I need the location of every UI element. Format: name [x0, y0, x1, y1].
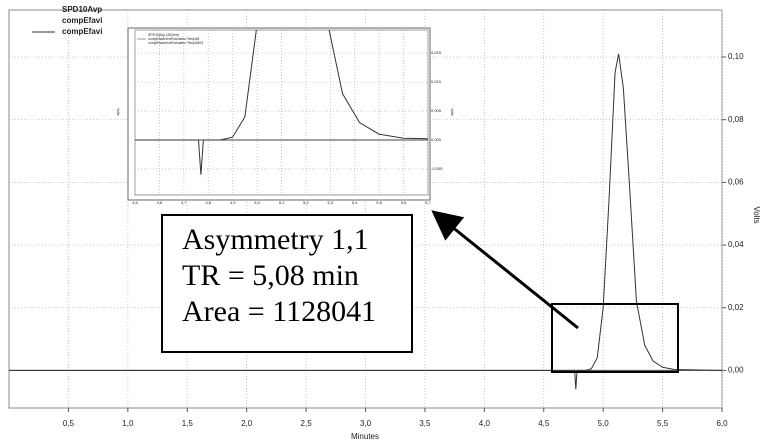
inset-x-tick-label: 5,7 [425, 200, 431, 205]
inset-plot: 0,015 0,010 0,005 0,000 -0,005 4,5 4,6 4,7 4,8 4,… [116, 29, 454, 205]
x-tick-label: 5,0 [598, 419, 610, 428]
inset-y-tick-label: 0,005 [431, 108, 442, 113]
x-tick-label: 2,5 [301, 419, 313, 428]
inset-legend-entry: SPD10Avp (252nm) [148, 33, 179, 37]
x-tick-label: 1,0 [122, 419, 134, 428]
inset-x-tick-label: 5,5 [376, 200, 382, 205]
x-tick-label: 4,0 [479, 419, 491, 428]
legend-entry: compEfavi [62, 27, 102, 36]
inset-y-tick-label: 0,010 [431, 79, 442, 84]
x-tick-label: 5,5 [657, 419, 669, 428]
inset-legend-entry: compEfavirenzRobustez Temp28 [148, 37, 199, 41]
inset-x-tick-label: 5,4 [352, 200, 358, 205]
inset-x-tick-label: 5,0 [254, 200, 260, 205]
annotation-line: TR = 5,08 min [182, 259, 359, 292]
annotation-box [161, 214, 413, 353]
y-tick-label: 0,04 [728, 240, 744, 249]
annotation-line: Area = 1128041 [182, 295, 376, 328]
inset-x-tick-label: 5,6 [401, 200, 407, 205]
inset-x-tick-label: 4,9 [230, 200, 236, 205]
x-tick-label: 2,0 [241, 419, 253, 428]
inset-y-tick-label: 0,015 [431, 50, 442, 55]
x-tick-label: 6,0 [716, 419, 728, 428]
y-tick-label: 0,00 [728, 366, 744, 375]
y-tick-label: 0,02 [728, 303, 744, 312]
inset-x-tick-label: 5,1 [279, 200, 285, 205]
inset-series [135, 30, 428, 175]
annotation-line: Asymmetry 1,1 [182, 223, 369, 256]
y-tick-label: 0,10 [728, 52, 744, 61]
x-tick-label: 0,5 [63, 419, 75, 428]
inset-x-tick-label: 4,7 [181, 200, 187, 205]
y-axis-label: Volts [752, 206, 760, 223]
x-axis-label: Minutes [351, 432, 379, 441]
x-tick-label: 3,0 [360, 419, 372, 428]
inset-y-tick-label: 0,000 [431, 137, 442, 142]
inset-y2-label: Volts [450, 108, 454, 116]
x-tick-label: 4,5 [538, 419, 550, 428]
inset-y-tick-label: -0,005 [431, 166, 443, 171]
x-tick-label: 1,5 [182, 419, 194, 428]
inset-x-tick-label: 4,5 [132, 200, 138, 205]
legend-entry: SPD10Avp [62, 5, 102, 14]
series-line [135, 30, 428, 175]
inset-x-tick-label: 4,8 [205, 200, 211, 205]
inset-x-tick-label: 5,3 [328, 200, 334, 205]
inset-x-tick-label: 5,2 [303, 200, 309, 205]
inset-y-label: Volts [116, 108, 120, 116]
highlight-box [551, 303, 679, 373]
legend-entry: compEfavi [62, 16, 102, 25]
x-tick-label: 3,5 [419, 419, 431, 428]
inset-legend-entry: compEfavirenzRobustez Temp2803 [148, 41, 203, 45]
arrow [431, 210, 579, 330]
inset-frame [127, 27, 431, 201]
series-line [9, 53, 723, 390]
inset-x-tick-label: 4,6 [157, 200, 163, 205]
y-tick-label: 0,08 [728, 115, 744, 124]
y-tick-label: 0,06 [728, 177, 744, 186]
